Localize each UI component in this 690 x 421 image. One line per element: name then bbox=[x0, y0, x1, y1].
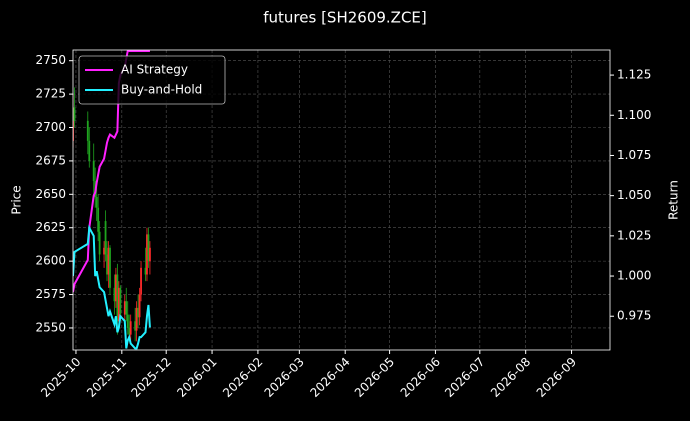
y-axis-label: Price bbox=[10, 185, 24, 214]
candle-body bbox=[135, 307, 138, 331]
candle-body bbox=[104, 221, 107, 255]
chart-title: futures [SH2609.ZCE] bbox=[263, 9, 427, 27]
candle-body bbox=[115, 274, 117, 302]
candle-body bbox=[119, 287, 122, 315]
candle-body bbox=[107, 247, 110, 275]
candle-body bbox=[126, 314, 129, 328]
legend-label: Buy-and-Hold bbox=[121, 83, 202, 97]
candle-body bbox=[117, 287, 120, 322]
y2-tick-label: 1.125 bbox=[617, 68, 651, 82]
candle-body bbox=[92, 160, 95, 181]
y-tick-label: 2575 bbox=[35, 287, 66, 301]
y-tick-label: 2750 bbox=[35, 53, 66, 67]
y2-tick-label: 1.025 bbox=[617, 228, 651, 242]
y-tick-label: 2625 bbox=[35, 220, 66, 234]
y2-tick-label: 0.975 bbox=[617, 309, 651, 323]
candle-body bbox=[140, 267, 142, 295]
y2-tick-label: 1.050 bbox=[617, 188, 651, 202]
candle-body bbox=[137, 307, 139, 318]
y2-axis-label: Return bbox=[667, 180, 681, 220]
candle-body bbox=[73, 107, 76, 121]
candle-body bbox=[134, 321, 137, 331]
candle-body bbox=[103, 247, 105, 255]
y2-tick-label: 1.000 bbox=[617, 269, 651, 283]
y-tick-label: 2675 bbox=[35, 153, 66, 167]
plot-area bbox=[73, 50, 151, 350]
candle-body bbox=[109, 247, 111, 288]
candle-body bbox=[88, 140, 91, 161]
y-tick-label: 2725 bbox=[35, 87, 66, 101]
y-tick-label: 2550 bbox=[35, 320, 66, 334]
candle-body bbox=[97, 207, 100, 232]
candle-body bbox=[125, 301, 128, 315]
candle-body bbox=[138, 294, 141, 318]
plot-frame bbox=[72, 49, 611, 351]
series-line bbox=[73, 50, 150, 293]
candle-body bbox=[149, 247, 151, 262]
y-tick-label: 2650 bbox=[35, 187, 66, 201]
series-line bbox=[73, 224, 151, 350]
candle-body bbox=[128, 327, 131, 335]
candle-body bbox=[98, 231, 101, 255]
legend-label: AI Strategy bbox=[121, 63, 188, 77]
candle-body bbox=[86, 120, 89, 141]
candle-body bbox=[73, 107, 74, 141]
y2-tick-label: 1.100 bbox=[617, 108, 651, 122]
y-tick-label: 2700 bbox=[35, 120, 66, 134]
candle-body bbox=[95, 196, 98, 208]
candle-body bbox=[106, 254, 108, 275]
candle-body bbox=[129, 321, 132, 335]
y2-tick-label: 1.075 bbox=[617, 148, 651, 162]
candle-body bbox=[113, 287, 116, 302]
candle-body bbox=[116, 274, 119, 322]
candle-body bbox=[123, 301, 126, 315]
candle-body bbox=[144, 267, 147, 275]
candle-body bbox=[147, 234, 150, 262]
legend-box bbox=[78, 55, 226, 105]
y-tick-label: 2600 bbox=[35, 254, 66, 268]
candle-body bbox=[146, 234, 148, 275]
